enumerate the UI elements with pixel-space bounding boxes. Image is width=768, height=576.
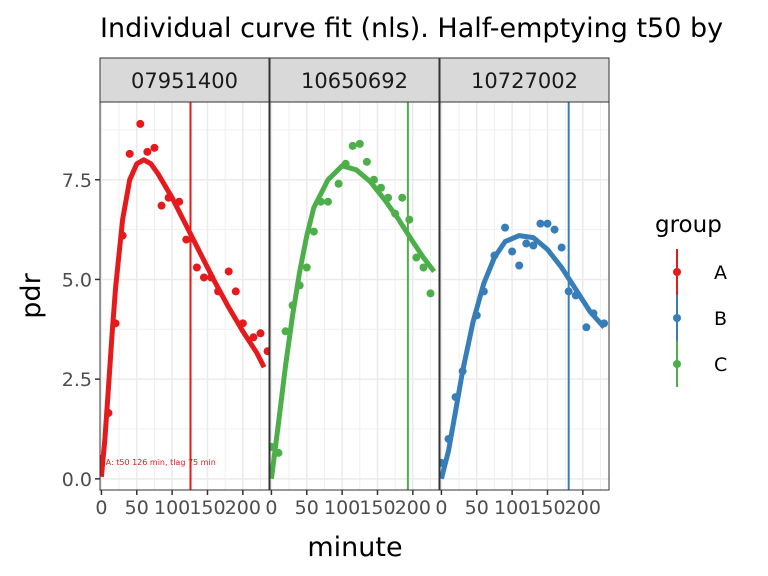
panel-10650692: 10650692 0 50 100 150 200	[265, 57, 440, 519]
data-point	[143, 147, 152, 156]
panel-strip-label: 10727002	[471, 69, 578, 93]
data-point	[157, 201, 166, 210]
panel-strip	[99, 57, 270, 103]
data-point	[515, 261, 524, 270]
panel-strip	[269, 57, 440, 103]
data-point	[426, 289, 435, 298]
panel-07951400: 07951400 A: t50 126 min, tlag 75 min 0 50 10…	[62, 57, 270, 519]
x-tick-label: 100	[154, 497, 190, 519]
legend-key-point	[673, 268, 681, 276]
x-tick-label: 100	[494, 497, 530, 519]
data-point	[419, 263, 428, 272]
x-tick-label: 0	[435, 497, 447, 519]
x-tick-label: 150	[189, 497, 225, 519]
x-tick-label: 50	[465, 497, 489, 519]
legend-title: group	[655, 212, 722, 238]
legend-key-point	[673, 314, 681, 322]
panel-plot-area	[440, 102, 609, 490]
x-tick-label: 150	[529, 497, 565, 519]
legend-label: C	[714, 354, 727, 376]
x-tick-label: 50	[125, 497, 149, 519]
fit-curve	[100, 157, 267, 478]
fit-curve	[270, 163, 437, 480]
x-tick-label: 50	[295, 497, 319, 519]
panel-plot-area: A: t50 126 min, tlag 75 min	[100, 102, 269, 490]
data-point	[309, 227, 318, 236]
x-tick-label: 200	[565, 497, 601, 519]
legend-label: A	[714, 262, 727, 284]
data-point	[256, 329, 265, 338]
x-axis-label: minute	[307, 532, 402, 563]
y-axis-label: pdr	[16, 272, 47, 318]
x-tick-label: 0	[265, 497, 277, 519]
x-tick-label: 100	[324, 497, 360, 519]
data-point	[125, 149, 134, 158]
data-point	[323, 197, 332, 206]
x-tick-label: 0	[95, 497, 107, 519]
data-point	[136, 119, 145, 128]
data-point	[199, 273, 208, 282]
data-point	[522, 239, 531, 248]
data-point	[398, 193, 407, 202]
data-point	[263, 347, 269, 356]
y-tick-label: 2.5	[62, 369, 92, 391]
panel-background	[100, 102, 269, 490]
legend-key-point	[673, 360, 681, 368]
data-point	[224, 267, 233, 276]
data-point	[557, 243, 566, 252]
data-point	[501, 223, 510, 232]
x-tick-label: 200	[395, 497, 431, 519]
legend-label: B	[714, 308, 727, 330]
data-point	[536, 219, 545, 228]
panel-border	[439, 101, 610, 491]
data-point	[508, 247, 517, 256]
panel-border	[99, 101, 270, 491]
data-point	[231, 287, 240, 296]
annotation: A: t50 126 min, tlag 75 min	[106, 458, 216, 467]
data-point	[412, 253, 421, 262]
panel-background	[440, 102, 609, 490]
fit-curve	[440, 233, 606, 480]
data-point	[529, 241, 538, 250]
data-point	[582, 323, 591, 332]
data-point	[182, 235, 191, 244]
x-tick-label: 200	[225, 497, 261, 519]
data-point	[550, 225, 559, 234]
panel-10727002: 10727002 0 50 100 150 200	[435, 57, 610, 519]
data-point	[334, 179, 343, 188]
data-point	[362, 157, 371, 166]
data-point	[348, 141, 357, 150]
data-point	[405, 215, 414, 224]
x-tick-label: 150	[359, 497, 395, 519]
data-point	[302, 263, 311, 272]
y-tick-label: 7.5	[62, 170, 92, 192]
data-point	[249, 333, 258, 342]
data-point	[150, 143, 159, 152]
data-point	[543, 219, 552, 228]
y-tick-label: 0.0	[62, 469, 92, 491]
chart-title: Individual curve fit (nls). Half-emptyin…	[100, 13, 723, 44]
panel-strip-label: 07951400	[131, 69, 238, 93]
panel-strip-label: 10650692	[301, 69, 408, 93]
data-point	[355, 139, 364, 148]
data-point	[192, 263, 201, 272]
panel-border	[269, 101, 440, 491]
y-tick-label: 5.0	[62, 269, 92, 291]
panel-plot-area	[270, 102, 437, 490]
legend: group A B C	[655, 212, 727, 387]
